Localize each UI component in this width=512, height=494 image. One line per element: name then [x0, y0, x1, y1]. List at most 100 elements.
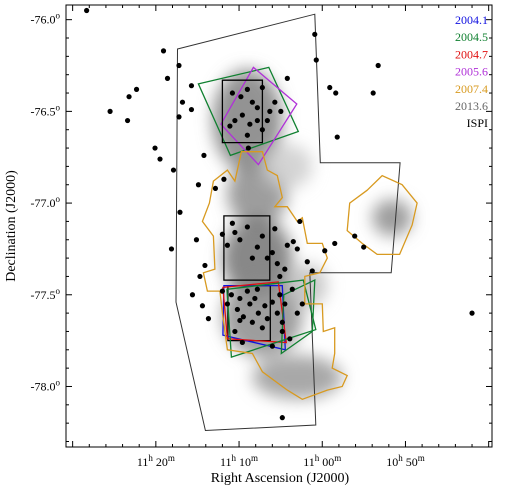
star-point — [279, 319, 285, 325]
star-point — [279, 328, 285, 335]
star-point — [188, 106, 195, 113]
star-point — [252, 295, 258, 302]
nebula-blob — [262, 144, 313, 189]
star-point — [244, 132, 250, 138]
x-tick-label: 11h 10m — [220, 453, 258, 469]
star-point — [332, 240, 338, 247]
star-point — [269, 299, 275, 305]
star-point — [264, 255, 270, 261]
star-point — [290, 238, 296, 245]
star-point — [193, 237, 200, 243]
star-point — [164, 75, 171, 81]
star-point — [126, 94, 132, 100]
star-point — [205, 316, 212, 322]
star-point — [202, 262, 208, 269]
star-point — [176, 62, 182, 69]
legend-entry: 2004.5 — [455, 30, 488, 44]
legend-entry: 2004.7 — [455, 47, 488, 61]
star-point — [224, 242, 231, 248]
star-point — [239, 339, 245, 346]
y-tick-value: -77.5 — [31, 288, 56, 302]
star-point — [229, 220, 235, 226]
star-point — [361, 244, 367, 250]
x-tick-minutes: 20 — [153, 455, 168, 469]
star-point — [239, 112, 245, 118]
x-tick-h-unit: h — [232, 453, 237, 463]
star-point — [254, 286, 260, 292]
y-tick-value: -77.0 — [31, 196, 56, 210]
star-point — [232, 229, 238, 236]
star-point — [312, 31, 318, 37]
star-point — [272, 99, 278, 105]
x-tick-h-unit: h — [148, 453, 153, 463]
nebula-blob — [287, 263, 328, 308]
nebula-blob — [372, 199, 413, 237]
star-point — [201, 152, 207, 158]
field-outline-2007-4 — [201, 151, 349, 401]
star-point — [176, 114, 182, 120]
star-point — [237, 295, 243, 302]
star-point — [228, 292, 234, 298]
star-point — [254, 117, 260, 124]
star-point — [254, 244, 260, 250]
x-tick-label: 11h 20m — [137, 453, 175, 469]
star-point — [267, 108, 273, 114]
star-point — [269, 249, 275, 256]
star-point — [284, 242, 290, 248]
field-outline-2004-5 — [197, 66, 300, 157]
y-tick-degree: o — [56, 11, 61, 21]
star-point — [237, 317, 243, 324]
x-tick-hours: 11 — [303, 455, 315, 469]
x-tick-hours: 10 — [386, 455, 398, 469]
star-point — [244, 224, 250, 230]
star-point — [152, 145, 158, 151]
star-point — [313, 57, 319, 63]
star-point — [262, 303, 268, 309]
star-point — [245, 145, 251, 151]
star-point — [189, 292, 196, 298]
star-point — [334, 134, 340, 140]
survey-outline — [175, 13, 401, 432]
star-point — [278, 108, 284, 114]
star-point — [232, 117, 238, 124]
star-point — [370, 90, 376, 96]
star-point — [259, 233, 265, 239]
nebula-background — [212, 69, 413, 400]
field-outline-ispi — [223, 215, 271, 281]
x-tick-h-unit: h — [398, 453, 403, 463]
y-tick-value: -78.0 — [31, 379, 56, 393]
star-point — [294, 310, 300, 316]
star-point — [274, 260, 280, 267]
star-point — [219, 288, 226, 294]
y-tick-label: -77.5o — [31, 286, 61, 302]
star-point — [179, 99, 186, 105]
star-point — [333, 90, 339, 96]
x-tick-minutes: 50 — [403, 455, 418, 469]
x-tick-m-unit: m — [251, 453, 258, 463]
field-outline-2004-5 — [226, 279, 317, 358]
legend-entry: 2013.6 — [455, 99, 488, 113]
star-point — [277, 292, 283, 298]
x-tick-m-unit: m — [418, 453, 425, 463]
x-tick-label: 10h 50m — [386, 453, 425, 469]
star-point — [309, 268, 315, 274]
star-point — [157, 156, 163, 162]
star-point — [212, 185, 219, 192]
y-tick-label: -76.0o — [31, 11, 61, 27]
legend: 2004.1 2004.5 2004.7 2005.6 2007.4 2013.6 ISPI — [455, 13, 488, 130]
star-point — [375, 62, 381, 69]
star-point — [282, 266, 288, 272]
stars-layer — [84, 7, 475, 421]
y-tick-degree: o — [56, 286, 61, 296]
legend-entry: 2007.4 — [455, 82, 488, 96]
survey-outline-layer — [175, 13, 401, 432]
x-tick-minutes: 00 — [319, 455, 334, 469]
star-point — [199, 303, 206, 309]
x-tick-m-unit: m — [334, 453, 341, 463]
star-point — [238, 94, 244, 100]
nebula-blob — [252, 355, 343, 400]
star-point — [244, 86, 250, 92]
field-outlines-layer — [197, 66, 418, 401]
star-point — [170, 167, 177, 173]
